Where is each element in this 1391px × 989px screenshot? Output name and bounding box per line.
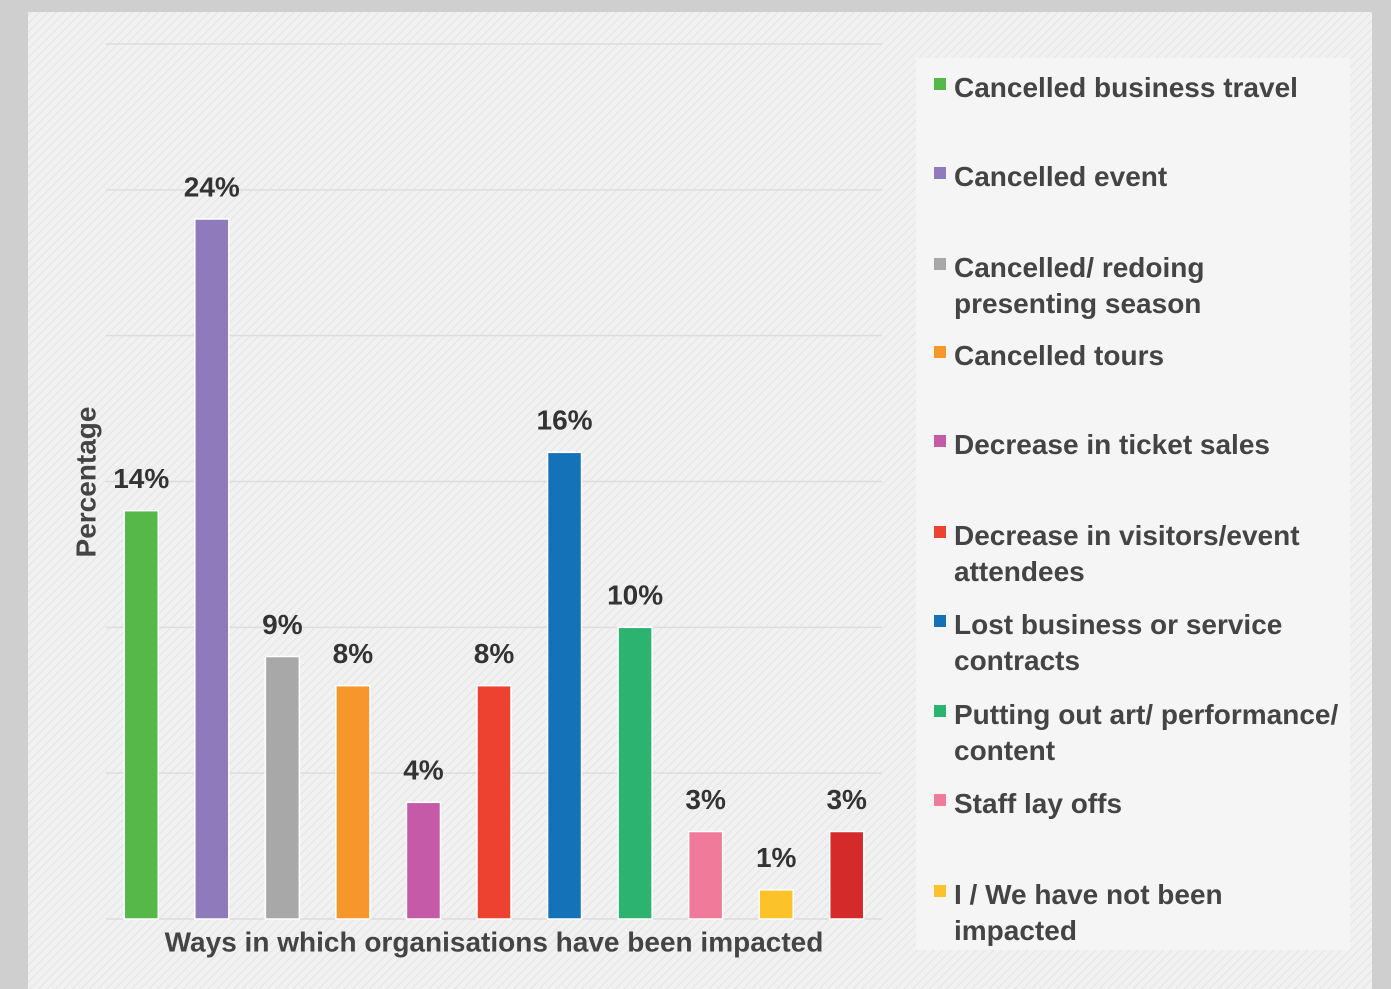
bar — [123, 509, 160, 920]
legend-label: Cancelled/ redoing presenting season — [954, 252, 1205, 319]
bar — [194, 218, 230, 920]
data-label: 10% — [607, 580, 663, 611]
legend-label: I / We have not been impacted — [954, 879, 1223, 946]
data-label: 1% — [756, 842, 797, 873]
legend-label: Staff lay offs — [954, 788, 1123, 819]
legend-swatch — [934, 346, 946, 358]
data-label: 14% — [113, 463, 169, 494]
data-label: 9% — [262, 609, 303, 640]
bar — [264, 655, 301, 920]
data-label: 3% — [685, 784, 726, 815]
data-label: 24% — [184, 171, 240, 202]
y-axis-title: Percentage — [70, 407, 101, 558]
data-label: 4% — [403, 755, 444, 786]
legend-label: Decrease in ticket sales — [954, 429, 1270, 460]
legend-swatch — [934, 78, 946, 90]
legend-label: Cancelled tours — [954, 340, 1165, 371]
legend-label: Decrease in visitors/event attendees — [954, 520, 1300, 587]
bar — [476, 684, 512, 920]
legend-swatch — [934, 526, 946, 538]
legend-label: Lost business or service contracts — [954, 609, 1283, 676]
bar — [828, 830, 865, 920]
legend-swatch — [934, 435, 946, 447]
bar — [405, 801, 442, 920]
data-label: 8% — [333, 638, 374, 669]
legend-label: Putting out art/ performance/ content — [954, 699, 1339, 766]
x-axis-title: Ways in which organisations have been im… — [165, 926, 824, 957]
legend-swatch — [934, 167, 946, 179]
bar — [335, 684, 371, 920]
legend-swatch — [934, 885, 946, 897]
bar — [758, 889, 794, 920]
legend-box — [916, 58, 1350, 950]
bar — [617, 626, 653, 920]
legend-label: Cancelled event — [954, 161, 1168, 192]
legend-swatch — [934, 705, 946, 717]
data-label: 8% — [474, 638, 515, 669]
bar — [687, 830, 724, 920]
data-label: 16% — [537, 405, 593, 436]
data-label: 3% — [826, 784, 867, 815]
legend-swatch — [934, 615, 946, 627]
bar — [546, 451, 583, 920]
legend-label: Cancelled business travel — [954, 72, 1298, 103]
legend-swatch — [934, 794, 946, 806]
legend-swatch — [934, 258, 946, 270]
